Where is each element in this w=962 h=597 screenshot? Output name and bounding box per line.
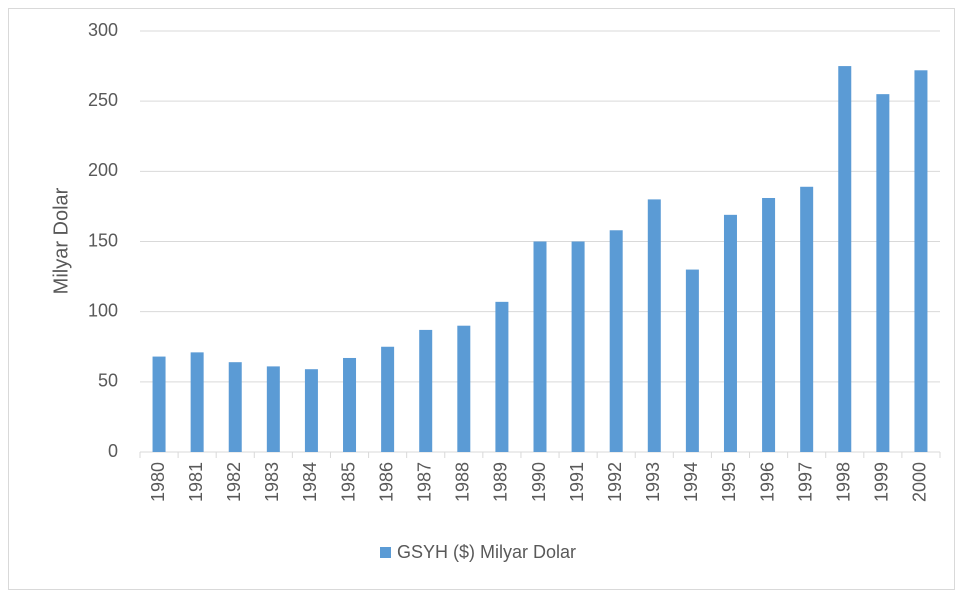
x-tick-label: 1997 [795, 462, 815, 502]
x-tick-label: 1980 [148, 462, 168, 502]
x-tick-label: 1991 [567, 462, 587, 502]
y-tick-label: 200 [88, 160, 118, 180]
bar [343, 357, 357, 452]
x-tick-label: 1995 [719, 462, 739, 502]
bar [419, 329, 433, 452]
x-tick-label: 1981 [186, 462, 206, 502]
legend-label: GSYH ($) Milyar Dolar [397, 542, 576, 562]
bar [190, 352, 204, 452]
bar [685, 269, 699, 452]
bar [723, 214, 737, 452]
x-tick-label: 1994 [681, 462, 701, 502]
bar [266, 366, 280, 452]
y-tick-label: 150 [88, 230, 118, 250]
x-tick-label: 1986 [376, 462, 396, 502]
y-tick-label: 100 [88, 300, 118, 320]
y-axis-label: Milyar Dolar [50, 187, 72, 294]
x-tick-label: 1998 [834, 462, 854, 502]
legend-swatch [380, 547, 391, 558]
x-tick-label: 1982 [224, 462, 244, 502]
bar [914, 70, 928, 452]
bar [647, 199, 661, 452]
y-tick-label: 50 [98, 371, 118, 391]
bar [609, 230, 623, 452]
x-tick-label: 1992 [605, 462, 625, 502]
bar [457, 325, 471, 452]
chart-frame [8, 8, 955, 590]
bar [495, 301, 509, 452]
x-tick-label: 1996 [757, 462, 777, 502]
bar [800, 186, 814, 452]
bar [762, 197, 776, 452]
bar [304, 369, 318, 452]
bar [876, 94, 890, 453]
bar [571, 241, 585, 452]
bar [533, 241, 547, 452]
bar [228, 362, 242, 452]
x-tick-label: 1999 [872, 462, 892, 502]
x-tick-label: 1984 [300, 462, 320, 502]
x-tick-label: 1987 [414, 462, 434, 502]
x-tick-label: 1990 [529, 462, 549, 502]
bar [152, 356, 166, 452]
y-tick-label: 300 [88, 20, 118, 40]
y-tick-label: 0 [108, 441, 118, 461]
bar [381, 346, 395, 452]
x-tick-label: 1988 [453, 462, 473, 502]
bar [838, 66, 852, 452]
y-tick-label: 250 [88, 90, 118, 110]
x-tick-label: 1989 [491, 462, 511, 502]
x-tick-label: 2000 [910, 462, 930, 502]
x-tick-label: 1983 [262, 462, 282, 502]
x-tick-label: 1993 [643, 462, 663, 502]
x-tick-label: 1985 [338, 462, 358, 502]
